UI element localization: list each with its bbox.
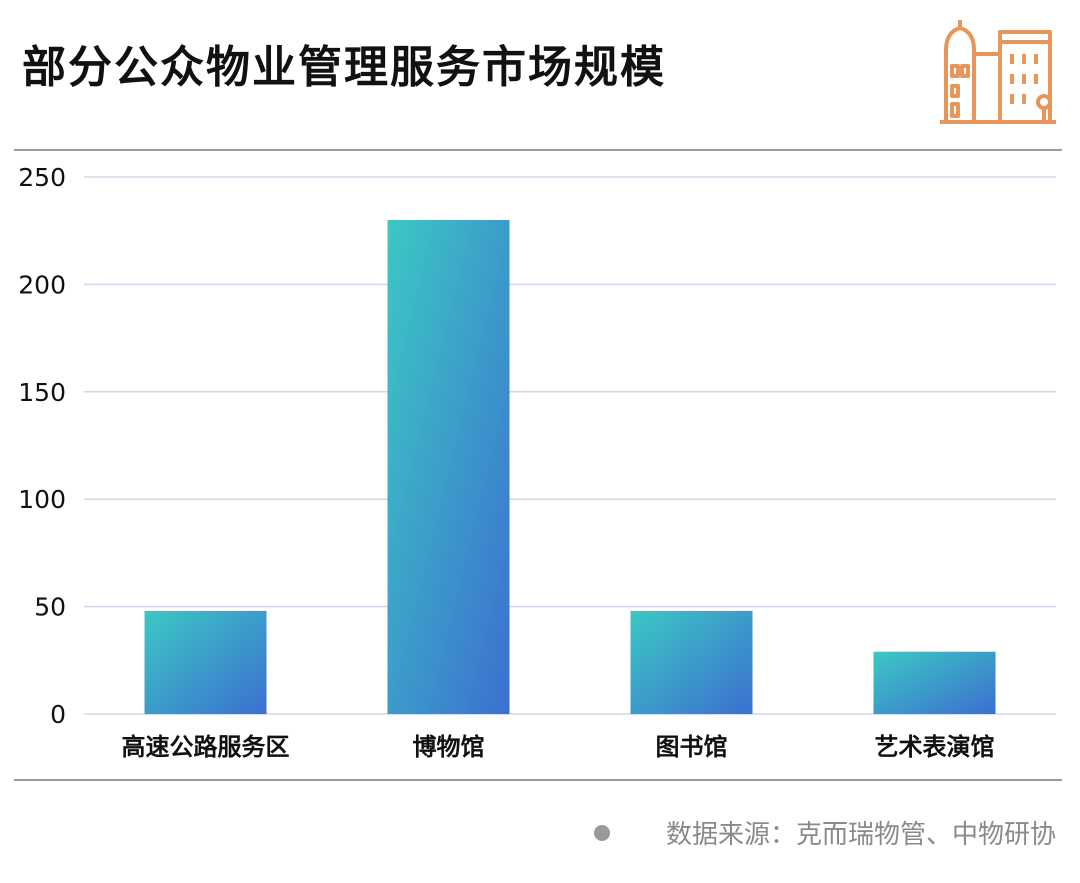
y-tick-label: 50	[34, 593, 66, 622]
bar-chart: 0 50 100 150 200 250 高速公路服务区 博物馆 图书馆 艺术表演馆	[14, 149, 1062, 781]
y-tick-label: 250	[18, 163, 66, 192]
y-tick-label: 0	[50, 700, 66, 729]
x-tick-label: 图书馆	[656, 733, 728, 761]
bar	[387, 219, 510, 714]
x-tick-label: 艺术表演馆	[875, 733, 995, 761]
source-note: 数据来源：克而瑞物管、中物研协	[593, 814, 1056, 851]
x-tick-label: 高速公路服务区	[122, 733, 290, 761]
bar	[144, 610, 267, 714]
building-icon	[940, 20, 1056, 124]
bar	[873, 651, 996, 714]
y-tick-label: 100	[18, 485, 66, 514]
chart-title: 部分公众物业管理服务市场规模	[22, 42, 666, 93]
source-text: 数据来源：克而瑞物管、中物研协	[665, 820, 1056, 850]
bullet-dot-icon	[593, 824, 610, 841]
bar	[630, 610, 753, 714]
y-tick-label: 200	[18, 270, 66, 299]
x-tick-label: 博物馆	[413, 733, 485, 761]
y-tick-label: 150	[18, 378, 66, 407]
